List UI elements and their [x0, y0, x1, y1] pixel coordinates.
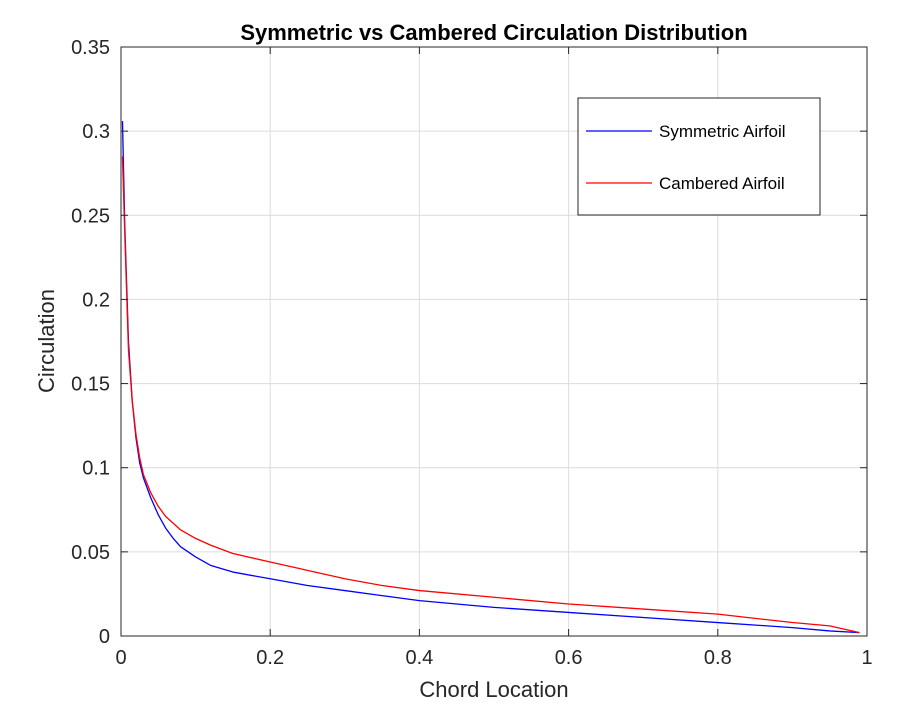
- y-tick-label: 0.15: [71, 374, 110, 396]
- legend-box: [577, 97, 821, 216]
- y-tick-label: 0.3: [82, 121, 110, 143]
- x-tick-label: 0: [115, 647, 126, 669]
- y-axis-label: Circulation: [34, 289, 59, 393]
- y-tick-label: 0.05: [71, 542, 110, 564]
- series-line-cambered: [121, 156, 860, 634]
- chart-title: Symmetric vs Cambered Circulation Distri…: [240, 20, 747, 45]
- x-tick-label: 0.2: [256, 647, 284, 669]
- x-tick-label: 1: [861, 647, 872, 669]
- legend-label-cambered: Cambered Airfoil: [659, 174, 785, 193]
- x-tick-label: 0.8: [704, 647, 732, 669]
- y-tick-label: 0.1: [82, 458, 110, 480]
- y-tick-label: 0.25: [71, 205, 110, 227]
- y-tick-label: 0: [99, 626, 110, 648]
- y-tick-label: 0.35: [71, 37, 110, 59]
- y-tick-label: 0.2: [82, 289, 110, 311]
- ticks: 0 0.2 0.4 0.6 0.8 1 0 0.05 0.1 0.15 0.2 0.25 0.3 0.35: [71, 37, 873, 669]
- plot-frame: [120, 46, 868, 637]
- x-tick-label: 0.6: [555, 647, 583, 669]
- legend: Symmetric Airfoil Cambered Airfoil: [577, 97, 821, 216]
- x-tick-label: 0.4: [405, 647, 433, 669]
- series-lines: [121, 121, 860, 634]
- legend-label-symmetric: Symmetric Airfoil: [659, 122, 786, 141]
- x-axis-label: Chord Location: [419, 677, 568, 702]
